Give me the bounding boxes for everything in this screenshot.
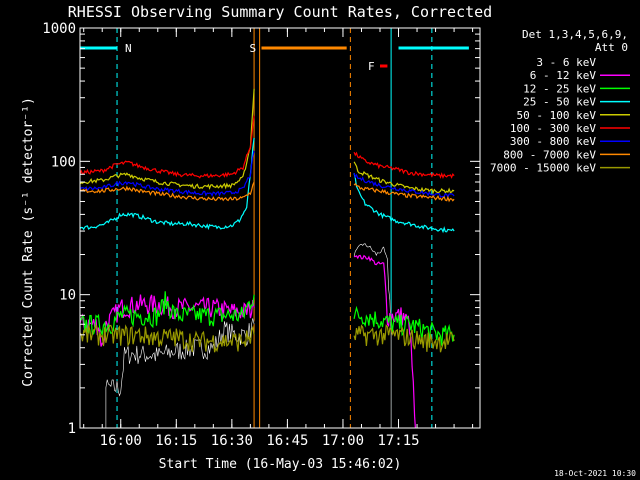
series-5-segment-1	[353, 151, 455, 180]
y-tick-label-2: 100	[51, 154, 76, 170]
series-6-segment-1	[353, 172, 455, 199]
series-0-segment-0-halo	[105, 318, 255, 428]
series-1-segment-1	[354, 254, 416, 428]
series-layer	[80, 88, 455, 428]
legend-label-3: 25 - 50 keV	[523, 96, 596, 109]
x-tick-label-1: 16:15	[155, 433, 197, 449]
series-8-segment-1	[353, 324, 455, 353]
marker-label-N: N	[125, 42, 132, 55]
x-tick-label-0: 16:00	[100, 433, 142, 449]
series-0-segment-1-halo	[353, 243, 392, 428]
series-3-segment-0	[80, 137, 255, 231]
marker-label-S: S	[249, 42, 256, 55]
series-7-segment-1	[353, 183, 455, 203]
plot-frame	[79, 27, 481, 429]
series-6-segment-0	[80, 150, 255, 197]
legend-label-5: 100 - 300 keV	[510, 122, 596, 135]
x-tick-label-4: 17:00	[322, 433, 364, 449]
plot-lines	[80, 28, 469, 428]
legend-header-1: Att 0	[595, 41, 628, 54]
x-tick-label-2: 16:30	[211, 433, 253, 449]
y-tick-label-0: 1	[68, 421, 76, 437]
x-axis-label: Start Time (16-May-03 15:46:02)	[159, 457, 402, 472]
series-2-segment-1	[353, 305, 455, 346]
y-tick-label-1: 10	[59, 288, 76, 304]
x-tick-label-3: 16:45	[266, 433, 308, 449]
series-3-segment-1	[353, 173, 455, 234]
y-axis-label: Corrected Count Rate (s⁻¹ detector⁻¹)	[21, 97, 36, 387]
y-tick-label-3: 1000	[42, 21, 76, 37]
series-5-segment-0	[80, 115, 255, 179]
legend-label-6: 300 - 800 keV	[510, 135, 596, 148]
series-1-segment-0	[80, 294, 255, 347]
legend-label-8: 7000 - 15000 keV	[490, 162, 596, 175]
legend-label-2: 12 - 25 keV	[523, 82, 596, 95]
x-tick-label-5: 17:15	[377, 433, 419, 449]
footer-timestamp: 18-Oct-2021 10:30	[554, 469, 636, 478]
series-4-segment-0	[80, 88, 255, 190]
legend-label-0: 3 - 6 keV	[536, 56, 596, 69]
legend-label-4: 50 - 100 keV	[517, 109, 597, 122]
axes-layer: N S F 1 10 100 1000 16:00 16:15 16:30 16:45 17:00 17…	[42, 21, 481, 449]
chart-title: RHESSI Observing Summary Count Rates, Co…	[68, 3, 492, 21]
legend-label-7: 800 - 7000 keV	[503, 148, 596, 161]
legend-label-1: 6 - 12 keV	[530, 69, 597, 82]
legend-header-0: Det 1,3,4,5,6,9,	[522, 28, 628, 41]
series-4-segment-1	[353, 161, 455, 195]
series-8-segment-0	[80, 323, 255, 353]
series-7-segment-0	[80, 181, 255, 202]
marker-label-F: F	[368, 60, 375, 73]
